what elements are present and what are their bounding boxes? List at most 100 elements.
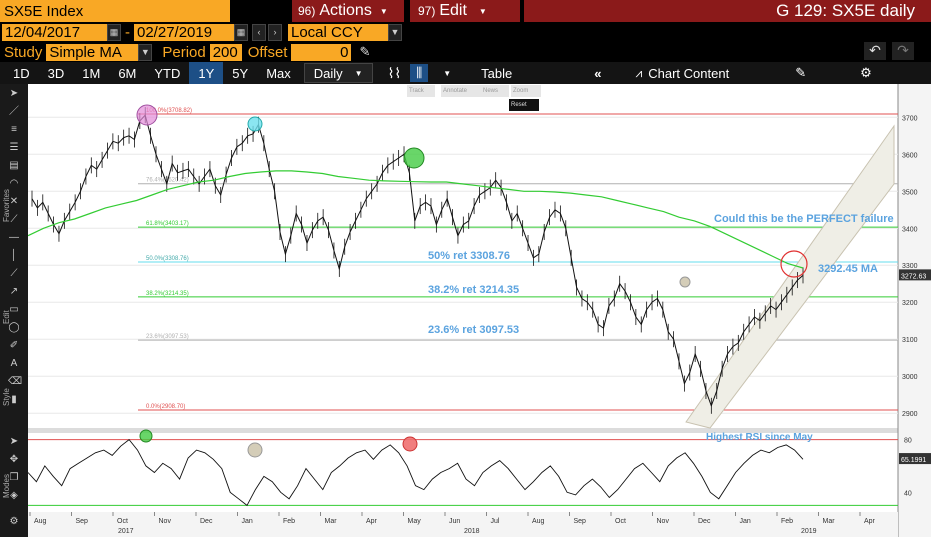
date-bar: 12/04/2017 ▦ - 02/27/2019 ▦ ‹ › Local CC… — [0, 22, 931, 42]
channel-tool-icon[interactable]: ≡ — [11, 124, 17, 135]
arrow-tool-icon[interactable]: ↗ — [9, 286, 19, 297]
line-tool-icon[interactable]: ／ — [9, 106, 19, 117]
chart-area[interactable]: 2900 3000 3100 3200 3300 3400 3500 3600 3700 40 80… — [28, 84, 931, 537]
calendar-icon[interactable]: ▦ — [234, 23, 248, 41]
news-label: News — [483, 88, 499, 94]
hline-tool-icon[interactable]: — — [9, 232, 19, 243]
chevron-right-icon[interactable]: › — [268, 23, 282, 41]
chart-content-icon: ⩘ — [635, 65, 643, 80]
year-label: 2017 — [118, 528, 134, 535]
range-tab-1m[interactable]: 1M — [82, 65, 101, 81]
range-tab-1d[interactable]: 1D — [13, 65, 30, 81]
study-field[interactable]: Simple MA — [46, 43, 139, 61]
offset-field[interactable]: 0 — [291, 43, 352, 61]
mode-lock-icon[interactable]: ◈ — [10, 490, 18, 501]
price-tick-label: 3000 — [902, 374, 918, 381]
x-tick-label: Aug — [34, 518, 47, 525]
end-date-field[interactable]: 02/27/2019 — [134, 23, 234, 41]
caret-down-icon[interactable]: ▼ — [388, 23, 402, 41]
range-toolbar: 1D 3D 1M 6M YTD 1Y 5Y Max Daily ▼ ⌇⌇ ⫼ ▼ Table … — [0, 62, 931, 84]
study-value: Simple MA — [49, 43, 122, 61]
x-tick-label: Jun — [449, 518, 460, 525]
calendar-icon[interactable]: ▦ — [107, 23, 121, 41]
price-tick-label: 2900 — [902, 411, 918, 418]
chevron-left-icon[interactable]: ‹ — [252, 23, 266, 41]
collapse-icon[interactable]: « — [594, 65, 602, 81]
peak-marker — [679, 276, 691, 288]
trend-tool-icon[interactable]: ⟋ — [10, 268, 18, 279]
pointer-icon[interactable]: ➤ — [9, 88, 19, 99]
start-date-field[interactable]: 12/04/2017 — [2, 23, 107, 41]
x-tick-label: Mar — [325, 518, 338, 525]
settings-icon[interactable]: ⚙ — [9, 516, 19, 527]
reset-button[interactable]: Reset — [509, 99, 539, 111]
chart-content-tab[interactable]: ⩘ Chart Content — [626, 62, 738, 84]
color-tool-icon[interactable]: ▮ — [11, 394, 17, 405]
caret-down-icon: ▼ — [478, 6, 487, 16]
gear-icon[interactable]: ⚙ — [860, 65, 872, 80]
security-text: SX5E Index — [4, 2, 84, 20]
ray-tool-icon[interactable]: ⟋ — [10, 214, 18, 225]
brush-tool-icon[interactable]: ✐ — [9, 340, 19, 351]
caret-down-icon[interactable]: ▼ — [138, 43, 153, 61]
currency: Local CCY — [291, 23, 363, 41]
edit-chart-icon[interactable]: ✎ — [795, 65, 807, 80]
range-tab-ytd[interactable]: YTD — [154, 65, 181, 81]
pencil-icon[interactable]: ✎ — [359, 44, 371, 59]
offset-label: Offset — [247, 43, 288, 61]
news-button[interactable]: News — [481, 85, 509, 97]
edit-menu[interactable]: 97) Edit ▼ — [410, 0, 520, 22]
line-chart-icon[interactable]: ⌇⌇ — [387, 64, 402, 81]
period-value: 200 — [212, 43, 238, 61]
bar-chart-icon[interactable]: ⫼ — [410, 64, 429, 82]
x-tick-label: Mar — [823, 518, 836, 525]
period-field[interactable]: 200 — [209, 43, 242, 61]
mode-copy-icon[interactable]: ❐ — [9, 472, 19, 483]
security-field[interactable]: SX5E Index — [0, 0, 230, 22]
x-tick-label: Dec — [698, 518, 711, 525]
text-tool-icon[interactable]: A — [10, 358, 18, 369]
price-series-line — [31, 114, 804, 408]
arc-tool-icon[interactable]: ◠ — [9, 178, 19, 189]
track-button[interactable]: Track — [407, 85, 435, 97]
fib-tool-icon[interactable]: ☰ — [9, 142, 19, 153]
rect-tool-icon[interactable]: ▭ — [9, 304, 19, 315]
redo-icon[interactable]: ↷ — [892, 42, 914, 60]
x-tick-label: Apr — [366, 518, 378, 525]
eraser-tool-icon[interactable]: ⌫ — [8, 376, 23, 387]
last-price-bg — [899, 269, 931, 281]
actions-menu[interactable]: 96) Actions ▼ — [292, 0, 404, 22]
grid-tool-icon[interactable]: ▤ — [9, 160, 19, 171]
range-tab-5y[interactable]: 5Y — [232, 65, 249, 81]
drawing-sidebar: ➤ ／ ≡ ☰ ▤ ◠ Favorites ✕ ⟋ — │ ⟋ ↗ Edit ▭… — [0, 84, 29, 537]
range-tab-3d[interactable]: 3D — [47, 65, 65, 81]
range-tab-max[interactable]: Max — [266, 65, 291, 81]
x-tick-label: Aug — [532, 518, 545, 525]
ma-annotation: 3292.45 MA — [818, 263, 878, 275]
range-tab-6m[interactable]: 6M — [118, 65, 137, 81]
currency-field[interactable]: Local CCY — [288, 23, 388, 41]
date-separator: - — [125, 23, 130, 41]
vline-tool-icon[interactable]: │ — [10, 250, 18, 261]
chart-svg: 2900 3000 3100 3200 3300 3400 3500 3600 3700 40 80… — [28, 84, 931, 537]
cross-tool-icon[interactable]: ✕ — [9, 196, 19, 207]
x-tick-label: Sep — [574, 518, 587, 525]
mode-pointer-icon[interactable]: ➤ — [9, 436, 19, 447]
x-tick-label: Oct — [117, 518, 128, 525]
caret-down-icon[interactable]: ▼ — [443, 68, 452, 78]
ellipse-tool-icon[interactable]: ◯ — [8, 322, 20, 333]
annotate-button[interactable]: Annotate — [441, 85, 481, 97]
frequency-label: Daily — [313, 65, 343, 81]
frequency-select[interactable]: Daily ▼ — [303, 63, 373, 83]
table-tab[interactable]: Table — [481, 65, 513, 81]
zoom-button[interactable]: Zoom — [511, 85, 541, 97]
start-date: 12/04/2017 — [5, 23, 81, 41]
mode-move-icon[interactable]: ✥ — [9, 454, 19, 465]
undo-icon[interactable]: ↶ — [864, 42, 886, 60]
range-tab-1y[interactable]: 1Y — [189, 62, 224, 84]
fib-level-label: 50.0%(3308.76) — [146, 256, 189, 262]
ret50-annotation: 50% ret 3308.76 — [428, 250, 510, 262]
chart-title-bar: G 129: SX5E daily — [524, 0, 931, 22]
year-label: 2018 — [464, 528, 480, 535]
rsi-marker — [139, 429, 153, 443]
